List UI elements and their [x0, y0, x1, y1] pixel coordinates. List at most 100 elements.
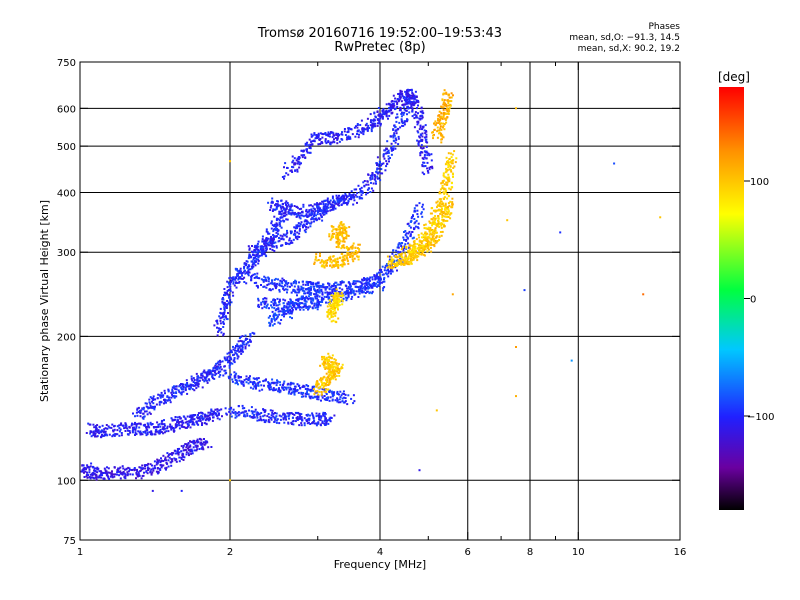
- data-point: [252, 383, 254, 386]
- data-point: [228, 355, 231, 358]
- data-point: [410, 89, 413, 92]
- data-point: [142, 474, 145, 477]
- data-point: [356, 251, 359, 254]
- data-point: [193, 449, 196, 452]
- data-point: [211, 419, 214, 422]
- data-point: [423, 154, 426, 156]
- data-point: [387, 149, 390, 152]
- data-point: [379, 112, 382, 115]
- data-point: [289, 383, 292, 386]
- data-point: [281, 308, 284, 311]
- data-point: [314, 295, 317, 298]
- data-point: [361, 287, 364, 290]
- data-point: [411, 115, 414, 118]
- data-point: [267, 419, 270, 421]
- data-point: [244, 347, 247, 350]
- data-point: [220, 316, 223, 319]
- data-point: [453, 165, 456, 168]
- data-point: [172, 392, 175, 395]
- data-point: [401, 111, 404, 114]
- data-point: [409, 89, 412, 91]
- data-point: [153, 460, 156, 463]
- data-point: [416, 123, 419, 126]
- data-point: [293, 391, 296, 393]
- data-point: [446, 193, 449, 196]
- data-point: [434, 217, 437, 220]
- data-point: [316, 398, 319, 401]
- data-point: [91, 473, 94, 476]
- data-point: [351, 247, 354, 250]
- data-point: [352, 290, 355, 293]
- data-point: [292, 420, 295, 422]
- data-point: [377, 107, 380, 109]
- data-point: [365, 279, 368, 282]
- data-point: [197, 380, 200, 383]
- data-point: [160, 391, 163, 394]
- data-point: [333, 284, 335, 287]
- data-point: [314, 391, 317, 394]
- data-point: [187, 424, 190, 427]
- data-point: [274, 299, 276, 301]
- data-point: [324, 203, 327, 206]
- data-point: [288, 209, 291, 212]
- data-point: [202, 370, 205, 373]
- data-point: [271, 239, 274, 241]
- data-point: [316, 203, 319, 206]
- data-point: [187, 452, 190, 455]
- data-point: [388, 160, 390, 163]
- data-point: [338, 398, 341, 401]
- data-point: [341, 281, 344, 284]
- data-point: [264, 419, 267, 422]
- data-point: [309, 151, 312, 154]
- data-point: [340, 247, 343, 250]
- data-point: [385, 112, 388, 115]
- data-point: [442, 220, 445, 223]
- data-point: [420, 253, 423, 256]
- data-point: [277, 307, 280, 310]
- data-point: [228, 295, 231, 298]
- data-point: [284, 414, 286, 417]
- data-point: [328, 235, 331, 238]
- data-point: [105, 470, 107, 473]
- data-point: [282, 285, 285, 288]
- data-point: [407, 256, 410, 259]
- data-point: [243, 276, 246, 279]
- data-point: [224, 315, 227, 318]
- data-point: [301, 302, 304, 305]
- data-point: [290, 312, 293, 315]
- data-point: [326, 200, 329, 203]
- data-point: [285, 206, 288, 209]
- data-point: [390, 256, 393, 259]
- data-point: [269, 241, 272, 244]
- data-point: [295, 224, 298, 227]
- data-point: [330, 417, 333, 419]
- data-point: [355, 252, 358, 255]
- data-point: [219, 361, 222, 364]
- data-point: [424, 151, 427, 154]
- data-point: [300, 422, 303, 425]
- data-point: [230, 301, 233, 304]
- data-point: [310, 208, 313, 211]
- data-point: [275, 318, 278, 321]
- data-point: [312, 388, 315, 391]
- data-point: [389, 157, 391, 159]
- data-point: [166, 462, 168, 465]
- data-point: [151, 423, 154, 425]
- data-point: [413, 255, 416, 258]
- data-point: [341, 194, 344, 197]
- data-point: [367, 278, 370, 281]
- data-point: [108, 433, 111, 436]
- data-point: [424, 124, 427, 127]
- data-point: [159, 425, 162, 428]
- data-point: [204, 441, 207, 444]
- data-point: [317, 209, 320, 212]
- data-point: [356, 133, 358, 135]
- data-point: [203, 369, 206, 372]
- data-point: [315, 382, 318, 385]
- data-point: [301, 386, 304, 388]
- data-point: [359, 188, 362, 190]
- data-point: [435, 224, 438, 227]
- data-point: [421, 164, 424, 166]
- data-point: [362, 181, 365, 184]
- data-point: [282, 388, 285, 391]
